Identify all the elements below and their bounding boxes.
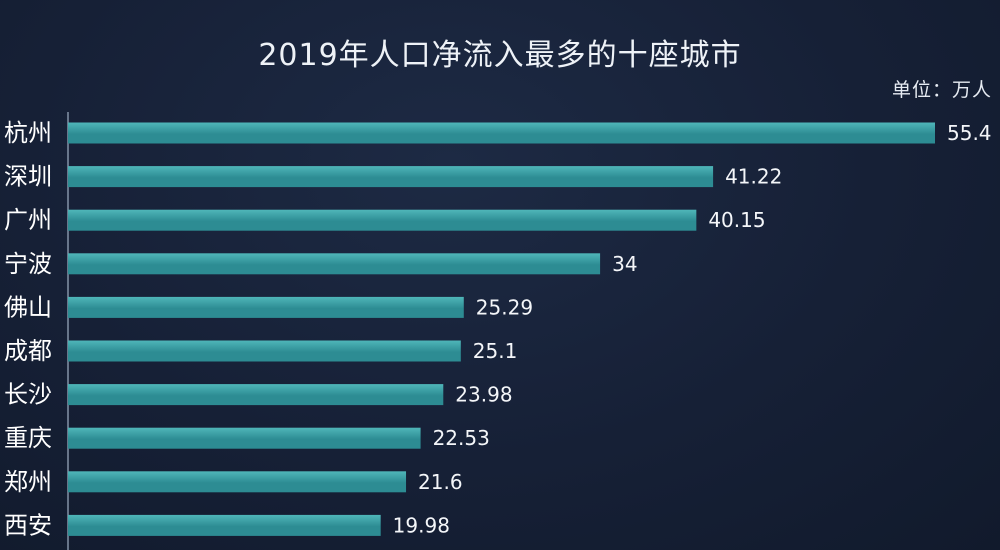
category-label: 广州 [4,206,52,234]
bar-9 [68,514,381,536]
category-label: 西安 [4,511,52,539]
value-label: 22.53 [433,426,490,450]
category-label: 重庆 [4,424,52,452]
bar-1 [68,166,714,188]
value-label: 23.98 [455,383,512,407]
value-label: 34 [612,252,637,276]
bar-0 [68,122,935,144]
bar-2 [68,209,697,231]
value-label: 25.1 [473,339,518,363]
category-label: 宁波 [4,250,52,278]
category-label: 杭州 [4,119,52,147]
unit-label: 单位：万人 [891,79,992,101]
chart-title: 2019年人口净流入最多的十座城市 [258,38,742,73]
bar-3 [68,253,601,275]
value-label: 19.98 [393,513,450,537]
bar-8 [68,471,407,493]
bar-7 [68,427,421,449]
category-label: 深圳 [4,163,52,191]
category-label: 佛山 [4,293,52,321]
value-label: 21.6 [418,470,463,494]
category-label: 成都 [4,337,52,365]
bar-4 [68,296,464,318]
value-label: 55.4 [947,121,992,145]
category-label: 郑州 [4,468,52,496]
value-label: 25.29 [476,295,533,319]
bar-6 [68,384,444,406]
bar-5 [68,340,461,362]
value-label: 41.22 [725,165,782,189]
category-label: 长沙 [4,381,52,409]
value-label: 40.15 [708,208,765,232]
